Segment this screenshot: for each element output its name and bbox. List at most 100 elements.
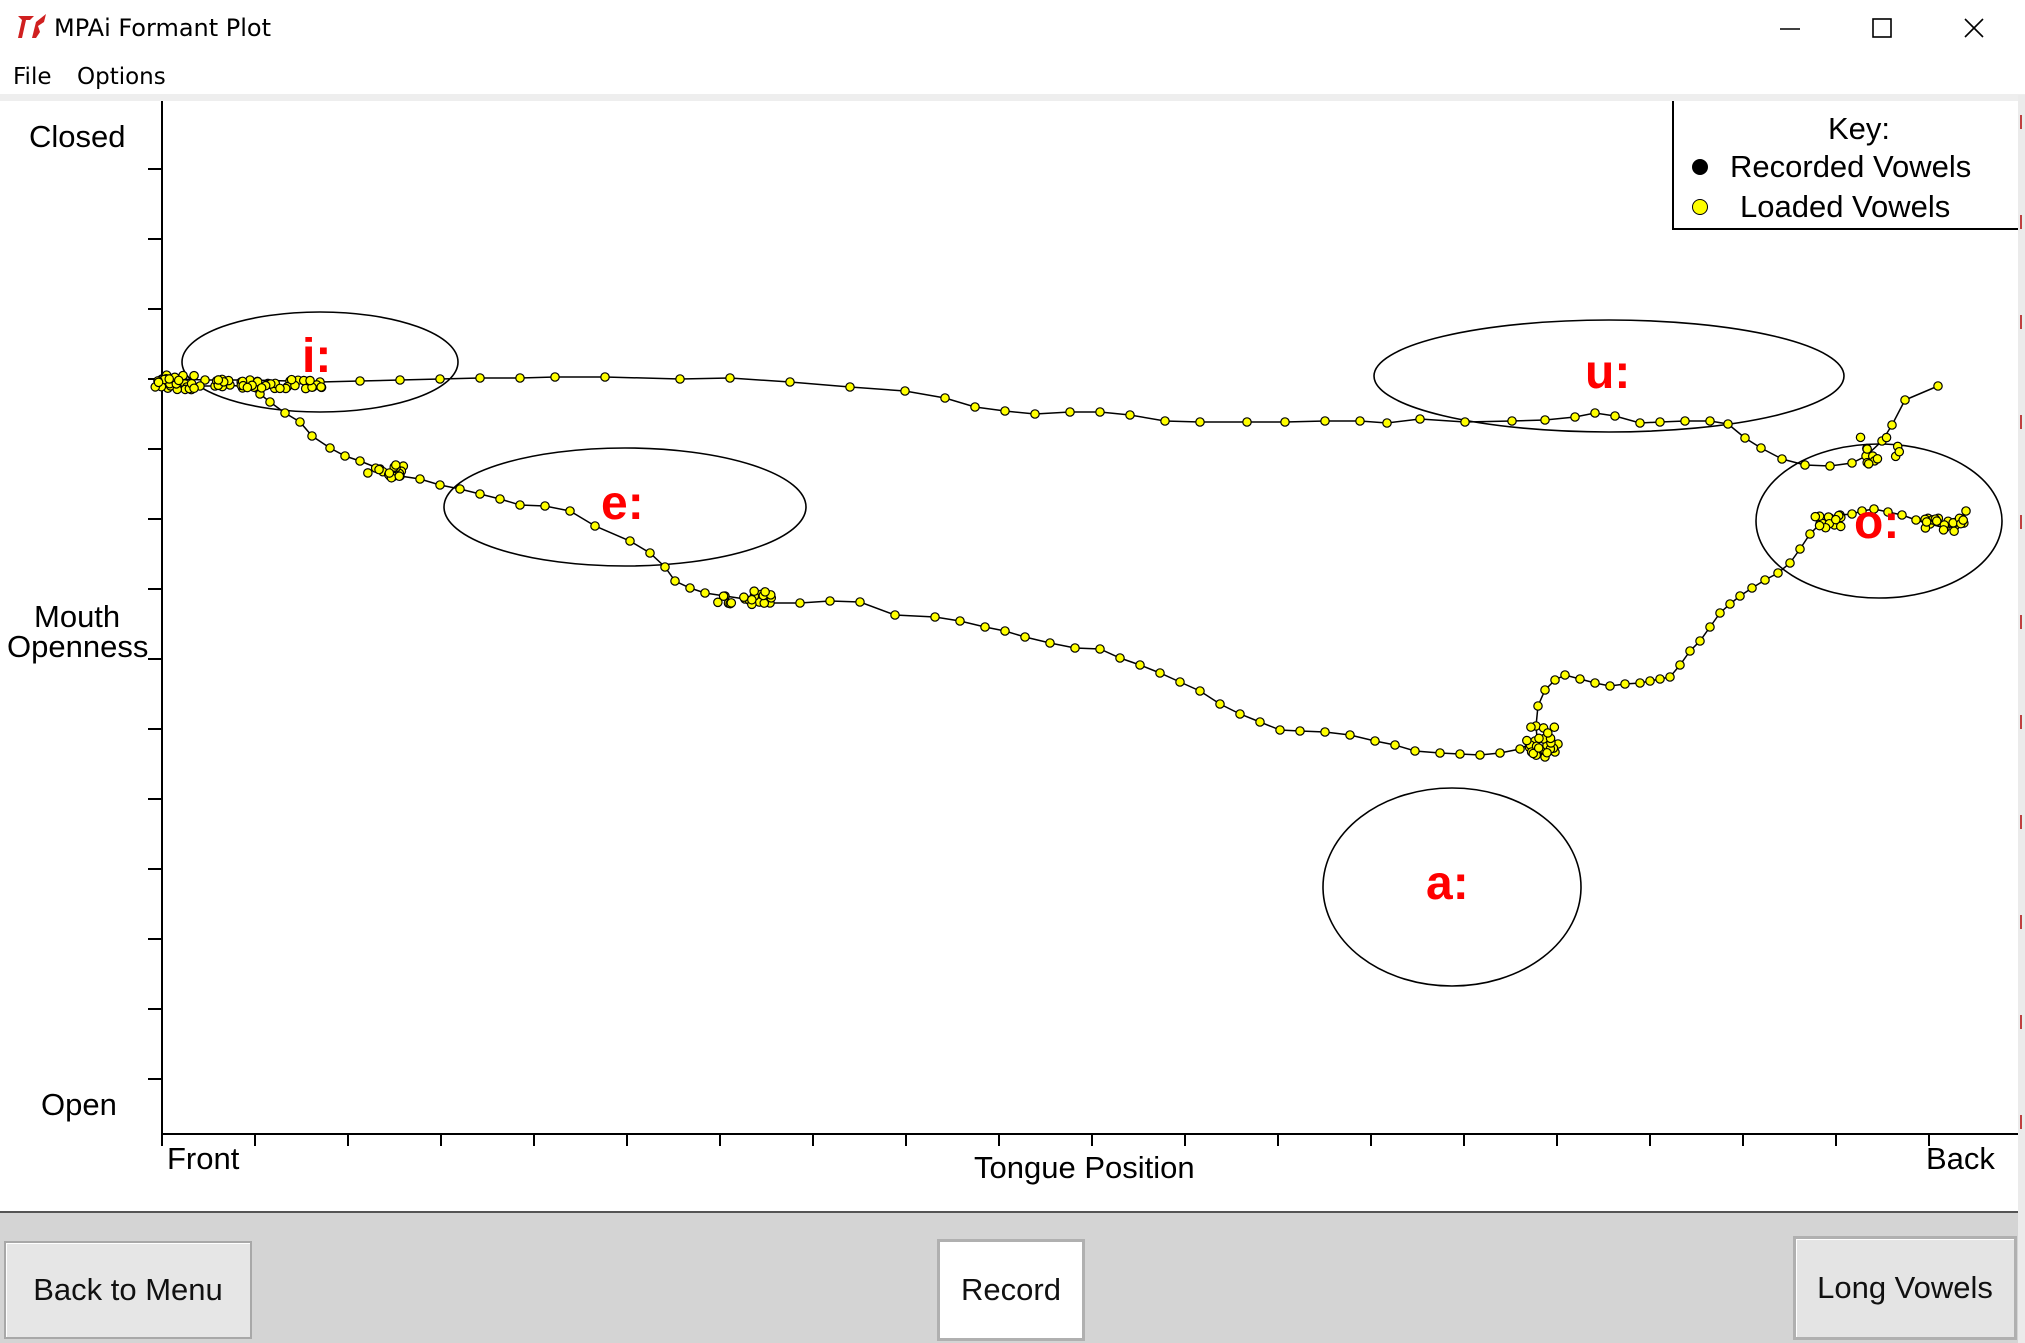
loaded-vowel-point — [384, 468, 395, 478]
loaded-vowel-point — [675, 374, 685, 384]
loaded-vowel-point — [1540, 685, 1550, 695]
loaded-vowel-point — [718, 591, 729, 601]
loaded-vowel-point — [455, 484, 465, 494]
formant-plot-canvas[interactable]: Closed Mouth Openness Open Front Tongue … — [0, 101, 2018, 1211]
loaded-vowel-point — [1938, 525, 1949, 535]
loaded-vowel-point — [295, 417, 305, 427]
loaded-vowel-point — [1235, 709, 1245, 719]
loaded-vowel-point — [1773, 568, 1783, 578]
formant-trace-line — [161, 376, 1967, 758]
menu-bar: File Options — [0, 56, 2025, 94]
loaded-vowel-point — [1125, 410, 1135, 420]
loaded-vowel-point — [1665, 672, 1675, 682]
loaded-vowel-point — [1715, 608, 1725, 618]
loaded-vowel-point — [275, 383, 285, 394]
loaded-vowel-point — [1320, 416, 1330, 426]
x-axis-ticks — [161, 1134, 1930, 1146]
loaded-vowel-point — [307, 431, 317, 441]
legend-recorded: Recorded Vowels — [1692, 149, 1971, 185]
vowel-label-a: a: — [1426, 857, 1469, 910]
loaded-vowel-point — [1370, 736, 1380, 746]
loaded-vowel-point — [1756, 443, 1766, 453]
loaded-vowel-point — [1215, 699, 1225, 709]
loaded-vowel-point — [1931, 516, 1942, 526]
loaded-vowel-point — [495, 494, 505, 504]
loaded-vowel-point — [1020, 632, 1030, 642]
loaded-vowel-point — [1610, 411, 1620, 421]
loaded-vowel-point — [1542, 728, 1553, 738]
loaded-vowel-point — [540, 501, 550, 511]
loaded-vowel-point — [1575, 674, 1585, 684]
record-button[interactable]: Record — [937, 1239, 1085, 1341]
loaded-vowel-point — [1725, 599, 1735, 609]
button-bar: Back to Menu Record Long Vowels — [0, 1211, 2018, 1343]
loaded-vowel-point — [785, 377, 795, 387]
loaded-vowel-point — [1695, 636, 1705, 646]
loaded-vowel-point — [1855, 432, 1866, 443]
legend-recorded-label: Recorded Vowels — [1730, 149, 1972, 184]
loaded-vowel-point — [515, 500, 525, 510]
loaded-vowel-point — [363, 468, 373, 478]
loaded-vowel-point — [795, 598, 805, 608]
loaded-vowel-point — [1921, 517, 1932, 527]
loaded-vowel-point — [1095, 407, 1105, 417]
loaded-vowel-point — [1949, 526, 1959, 537]
minimize-icon — [1780, 28, 1800, 30]
loaded-vowel-point — [1533, 743, 1544, 753]
loaded-vowel-point — [1242, 417, 1252, 427]
menu-file[interactable]: File — [13, 64, 52, 90]
legend-key: Key: Recorded Vowels Loaded Vowels — [1672, 101, 2018, 230]
loaded-vowel-point — [1590, 678, 1600, 688]
loaded-vowel-point — [1435, 748, 1445, 758]
y-axis-ticks — [148, 168, 162, 1080]
loaded-vowel-point — [1675, 660, 1685, 670]
window-title: MPAi Formant Plot — [54, 14, 272, 42]
close-button[interactable] — [1928, 0, 2020, 56]
loaded-vowel-point — [1570, 412, 1580, 422]
loaded-vowel-point — [390, 460, 401, 470]
loaded-vowel-point — [1881, 432, 1892, 443]
loaded-vowel-point — [565, 506, 575, 516]
loaded-vowel-point — [725, 373, 735, 383]
loaded-vowel-point — [213, 375, 224, 385]
loaded-vowel-point — [1805, 529, 1815, 539]
loaded-vowel-point — [590, 521, 600, 531]
loaded-vowel-point — [286, 374, 297, 385]
vowel-label-i: i: — [302, 330, 332, 383]
loaded-dot-icon — [1692, 199, 1708, 215]
loaded-vowel-point — [1760, 575, 1770, 585]
long-vowels-button[interactable]: Long Vowels — [1793, 1236, 2017, 1340]
back-to-menu-button[interactable]: Back to Menu — [4, 1241, 252, 1339]
loaded-vowel-point — [1800, 460, 1810, 470]
minimize-button[interactable] — [1744, 0, 1836, 56]
loaded-vowel-point — [1740, 433, 1750, 443]
loaded-vowel-point — [1070, 643, 1080, 653]
loaded-vowel-point — [153, 377, 164, 388]
loaded-vowel-point — [930, 612, 940, 622]
loaded-vowel-point — [435, 374, 445, 384]
loaded-vowel-point — [739, 592, 749, 603]
loaded-vowel-point — [1175, 677, 1185, 687]
loaded-vowel-point — [395, 375, 405, 385]
loaded-vowel-point — [1455, 749, 1465, 759]
maximize-button[interactable] — [1836, 0, 1928, 56]
loaded-vowel-point — [855, 597, 865, 607]
loaded-vowel-point — [1533, 701, 1543, 711]
legend-loaded-label: Loaded Vowels — [1740, 189, 1951, 224]
loaded-vowel-point — [1195, 417, 1205, 427]
vowel-label-u: u: — [1585, 346, 1631, 399]
loaded-vowel-point — [1515, 744, 1525, 754]
vowel-target-ellipses — [181, 311, 2003, 987]
loaded-vowel-point — [265, 397, 275, 407]
loaded-vowel-point — [1549, 722, 1560, 733]
loaded-vowel-point — [189, 383, 199, 394]
loaded-vowel-point — [200, 375, 210, 385]
menu-options[interactable]: Options — [77, 64, 166, 90]
loaded-vowel-point — [1847, 509, 1857, 519]
maximize-icon — [1872, 18, 1892, 38]
loaded-vowel-point — [550, 372, 560, 382]
loaded-vowel-point — [475, 373, 485, 383]
loaded-vowel-point — [1863, 459, 1874, 469]
loaded-vowel-point — [1045, 638, 1055, 648]
loaded-vowel-point — [1814, 520, 1825, 531]
